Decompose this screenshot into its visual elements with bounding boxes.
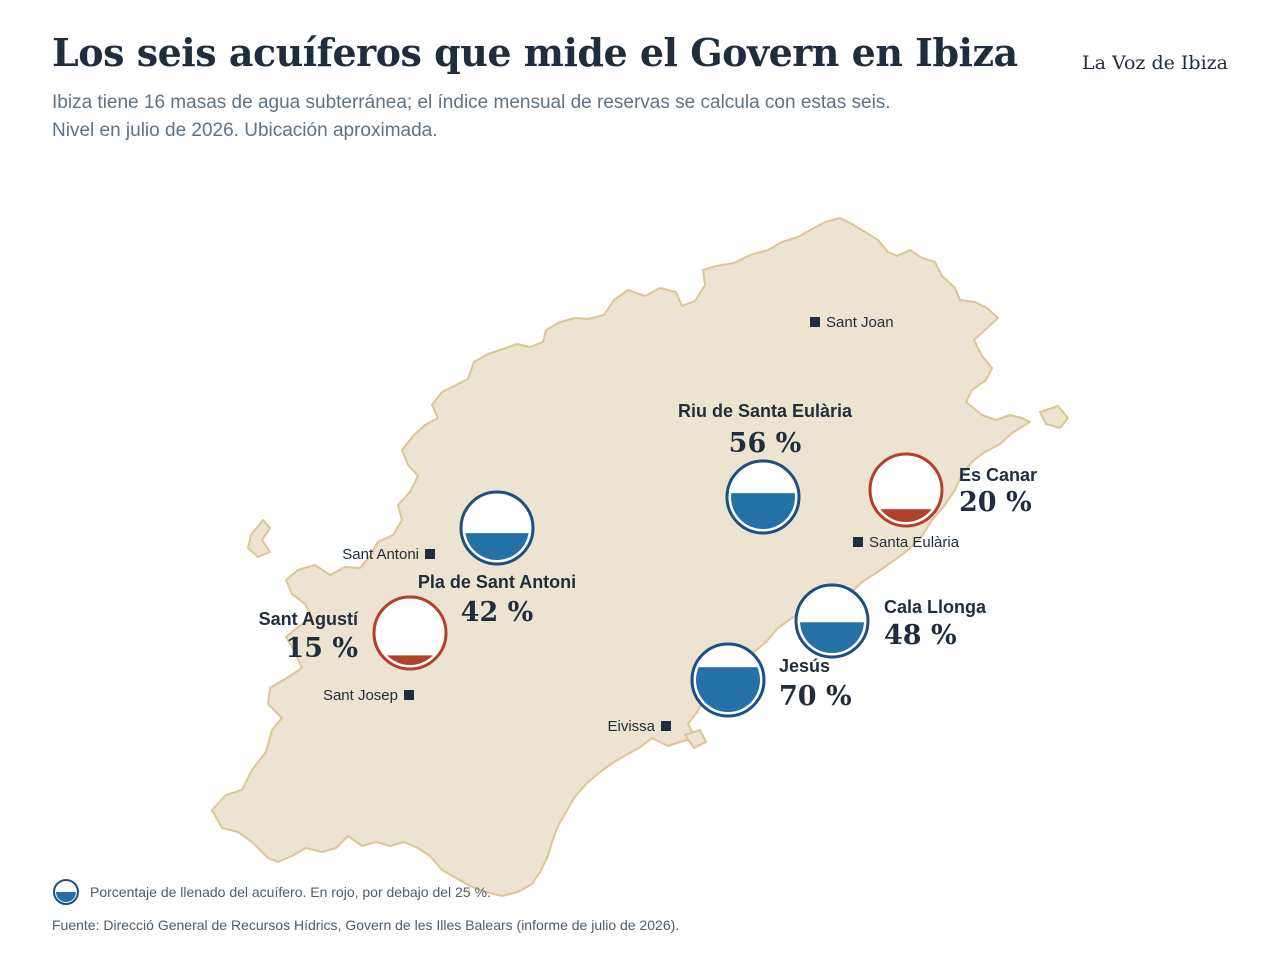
aquifer-jesus: Jesús 70 % — [690, 642, 852, 718]
page-subtitle: Ibiza tiene 16 masas de agua subterránea… — [52, 89, 1052, 145]
subtitle-line-1: Ibiza tiene 16 masas de agua subterránea… — [52, 92, 891, 113]
town-label: Sant Josep — [323, 687, 398, 704]
aquifer-cala-llonga: Cala Llonga 48 % — [794, 583, 987, 659]
town-eivissa: Eivissa — [607, 718, 671, 735]
gauge-ring — [868, 452, 944, 528]
land-layer — [211, 217, 1069, 897]
legend-label: Porcentaje de llenado del acuífero. En r… — [90, 884, 491, 900]
aquifer-sant-agusti: Sant Agustí 15 % — [259, 595, 448, 671]
town-marker — [810, 317, 820, 327]
subtitle-line-2: Nivel en julio de 2026. Ubicación aproxi… — [52, 120, 438, 141]
gauge-ring — [372, 595, 448, 671]
aquifer-riu-de-santa-eularia: Riu de Santa Eulària 56 % — [678, 401, 853, 535]
aquifer-percent: 70 % — [779, 681, 852, 712]
town-marker — [404, 690, 414, 700]
town-sant-antoni: Sant Antoni — [342, 546, 435, 563]
ibiza-island — [211, 217, 1031, 897]
aquifer-name: Sant Agustí — [259, 609, 359, 629]
aquifer-percent: 48 % — [884, 620, 957, 651]
aquifer-name: Pla de Sant Antoni — [418, 572, 576, 592]
aquifer-name: Riu de Santa Eulària — [678, 401, 853, 421]
town-marker — [853, 537, 863, 547]
aquifer-pla-de-sant-antoni: Pla de Sant Antoni 42 % — [418, 490, 576, 628]
gauge-water-fill — [378, 655, 442, 665]
town-marker — [661, 721, 671, 731]
source-note: Fuente: Direcció General de Recursos Híd… — [52, 917, 680, 933]
aquifer-name: Cala Llonga — [884, 597, 987, 617]
towns-layer: Sant Joan Sant Antoni Santa Eulària Sant Jo… — [323, 314, 960, 735]
town-sant-josep: Sant Josep — [323, 687, 414, 704]
legend-gauge-icon — [53, 879, 79, 905]
legend: Porcentaje de llenado del acuífero. En r… — [52, 878, 491, 906]
brand-logo: La Voz de Ibiza — [1082, 52, 1228, 74]
town-label: Sant Joan — [826, 314, 894, 331]
town-label: Sant Antoni — [342, 546, 419, 563]
town-santa-eularia: Santa Eulària — [853, 534, 960, 551]
aquifer-name: Es Canar — [959, 465, 1037, 485]
islet-south — [684, 729, 707, 749]
town-label: Santa Eulària — [869, 534, 960, 551]
page-title: Los seis acuíferos que mide el Govern en… — [52, 30, 1018, 75]
islet-east — [1039, 405, 1069, 429]
aquifer-percent: 42 % — [461, 597, 534, 628]
islet-nw — [247, 519, 271, 558]
aquifer-percent: 56 % — [729, 428, 802, 459]
aquifer-percent: 20 % — [959, 487, 1032, 518]
town-label: Eivissa — [607, 718, 655, 735]
town-marker — [425, 549, 435, 559]
aquifer-percent: 15 % — [285, 633, 358, 664]
aquifer-name: Jesús — [779, 656, 830, 676]
town-sant-joan: Sant Joan — [810, 314, 894, 331]
